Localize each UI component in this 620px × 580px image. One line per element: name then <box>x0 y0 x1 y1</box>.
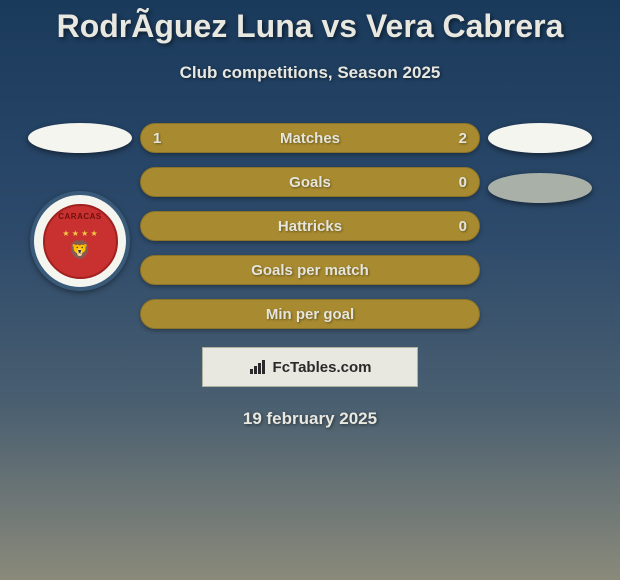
stat-left-value: 1 <box>153 130 161 147</box>
stat-bar-hattricks: Hattricks 0 <box>140 211 480 241</box>
right-ellipse-2 <box>488 173 592 203</box>
stat-label: Matches <box>280 130 340 147</box>
left-ellipse <box>28 123 132 153</box>
stat-right-value: 0 <box>459 218 467 235</box>
date-text: 19 february 2025 <box>0 409 620 429</box>
badge-inner: CARACAS ★ ★ ★ ★ 🦁 <box>43 204 118 279</box>
stats-column: 1 Matches 2 Goals 0 Hattricks 0 Goals pe… <box>140 123 480 329</box>
badge-stars: ★ ★ ★ ★ <box>62 229 97 238</box>
right-ellipse-1 <box>488 123 592 153</box>
page-title: RodrÃ­guez Luna vs Vera Cabrera <box>0 8 620 45</box>
footer-attribution[interactable]: FcTables.com <box>202 347 418 387</box>
chart-icon <box>249 359 269 375</box>
stat-right-value: 2 <box>459 130 467 147</box>
subtitle: Club competitions, Season 2025 <box>0 63 620 83</box>
left-column: CARACAS ★ ★ ★ ★ 🦁 <box>20 123 140 291</box>
team-badge: CARACAS ★ ★ ★ ★ 🦁 <box>30 191 130 291</box>
stat-label: Min per goal <box>266 306 354 323</box>
stat-right-value: 0 <box>459 174 467 191</box>
stat-label: Hattricks <box>278 218 342 235</box>
right-column <box>480 123 600 203</box>
stat-bar-goals: Goals 0 <box>140 167 480 197</box>
comparison-container: RodrÃ­guez Luna vs Vera Cabrera Club com… <box>0 0 620 429</box>
stat-label: Goals per match <box>251 262 369 279</box>
stat-bar-matches: 1 Matches 2 <box>140 123 480 153</box>
main-row: CARACAS ★ ★ ★ ★ 🦁 1 Matches 2 Goals 0 Ha… <box>0 123 620 329</box>
stat-label: Goals <box>289 174 331 191</box>
stat-bar-goals-per-match: Goals per match <box>140 255 480 285</box>
badge-text: CARACAS <box>58 212 102 221</box>
stat-bar-min-per-goal: Min per goal <box>140 299 480 329</box>
badge-lion-icon: 🦁 <box>69 240 91 261</box>
footer-text: FcTables.com <box>273 359 372 376</box>
